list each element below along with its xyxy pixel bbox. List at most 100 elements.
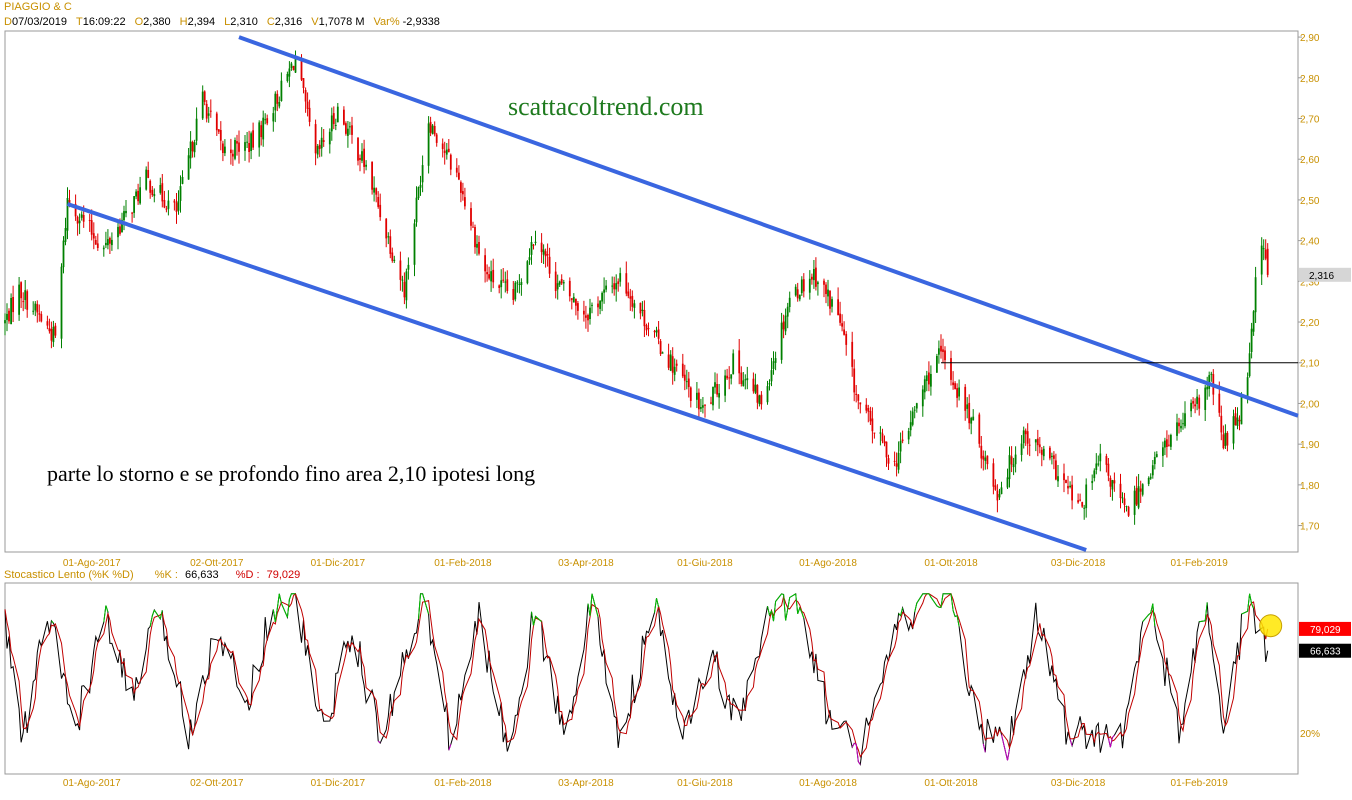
x-tick-label: 03-Apr-2018 xyxy=(558,778,614,789)
candle-body xyxy=(712,386,714,406)
price-chart[interactable]: 2,90 2,80 2,70 2,60 2,50 2,40 2,30 2,20 2,10 2,00… xyxy=(0,0,1352,570)
candle-body xyxy=(36,304,39,313)
candle-body xyxy=(1137,486,1140,508)
candle-body xyxy=(105,242,107,246)
quote-key: O xyxy=(134,16,144,28)
candle-body xyxy=(1266,248,1269,275)
d-value: 79,029 xyxy=(266,569,301,581)
stochastic-legend: Stocastico Lento (%K %D) %K : 66,633 %D … xyxy=(4,569,300,581)
k-zone-segment xyxy=(928,593,932,598)
candle-body xyxy=(520,282,523,285)
candle-body xyxy=(1264,249,1267,259)
k-value: 66,633 xyxy=(184,569,219,581)
candle-body xyxy=(585,315,587,318)
x-tick-label: 01-Feb-2019 xyxy=(1171,778,1229,789)
candle-body xyxy=(802,279,805,292)
candle-body xyxy=(234,140,236,159)
quote-key: H xyxy=(179,16,188,28)
candle-body xyxy=(490,271,492,282)
candle-body xyxy=(893,460,896,462)
candle-body xyxy=(1224,432,1227,446)
candle-body xyxy=(839,313,841,323)
candle-body xyxy=(1107,463,1110,476)
k-zone-segment xyxy=(854,742,857,745)
candle-body xyxy=(470,208,472,226)
candle-body xyxy=(304,90,307,102)
candle-body xyxy=(952,382,954,386)
k-zone-segment xyxy=(272,609,276,622)
candle-body xyxy=(1014,454,1017,465)
k-zone-segment xyxy=(855,744,859,762)
candle-body xyxy=(1254,277,1257,313)
k-zone-segment xyxy=(1142,614,1150,623)
candle-body xyxy=(829,290,831,309)
k-zone-segment xyxy=(936,605,940,608)
candle-body xyxy=(302,78,305,88)
candle-body xyxy=(151,189,154,195)
candle-body xyxy=(768,383,771,385)
k-zone-segment xyxy=(1247,593,1251,612)
candle-body xyxy=(774,358,777,363)
candle-body xyxy=(201,91,204,119)
x-tick-label: 02-Ott-2017 xyxy=(190,558,244,569)
candle-body xyxy=(504,281,507,283)
candle-body xyxy=(119,226,121,234)
candle-body xyxy=(1220,415,1223,433)
candle-body xyxy=(611,285,614,287)
k-zone-segment xyxy=(767,606,770,616)
candle-body xyxy=(66,198,69,231)
quote-key: L xyxy=(224,16,231,28)
x-tick-label: 01-Ago-2018 xyxy=(799,778,857,789)
k-zone-segment xyxy=(930,596,938,607)
candle-body xyxy=(845,333,848,345)
candle-body xyxy=(1164,440,1166,448)
candle-body xyxy=(502,279,505,281)
candle-body xyxy=(1079,499,1081,501)
candle-body xyxy=(478,242,480,254)
candle-body xyxy=(655,330,658,333)
candle-body xyxy=(258,122,261,148)
candle-body xyxy=(248,143,250,152)
candle-body xyxy=(756,384,759,403)
candle-body xyxy=(486,272,488,275)
candle-body xyxy=(788,297,791,307)
k-zone-segment xyxy=(783,594,787,621)
candle-body xyxy=(728,377,731,379)
candle-body xyxy=(1232,416,1235,444)
candle-body xyxy=(772,361,775,369)
candle-body xyxy=(24,290,27,301)
candle-body xyxy=(320,137,323,149)
k-zone-segment xyxy=(857,761,861,765)
x-tick-label: 03-Dic-2018 xyxy=(1051,778,1106,789)
candle-body xyxy=(1151,465,1154,476)
k-value-label: 66,633 xyxy=(1310,647,1341,658)
candle-body xyxy=(492,269,495,283)
candle-body xyxy=(633,303,636,308)
candle-body xyxy=(262,117,265,140)
candle-body xyxy=(744,379,747,381)
candle-body xyxy=(207,113,210,116)
candle-body xyxy=(230,149,232,154)
candle-body xyxy=(928,372,930,385)
candle-body xyxy=(811,276,813,280)
candle-body xyxy=(732,353,735,375)
candle-body xyxy=(205,103,208,119)
candle-body xyxy=(117,226,119,238)
candle-body xyxy=(121,219,123,233)
k-zone-segment xyxy=(956,615,960,627)
candle-body xyxy=(911,411,914,425)
candle-body xyxy=(702,405,704,408)
candle-body xyxy=(921,389,924,407)
candle-body xyxy=(52,326,55,343)
stochastic-title: Stocastico Lento (%K %D) xyxy=(4,569,134,581)
candle-body xyxy=(149,180,152,193)
candle-body xyxy=(1182,423,1184,425)
stochastic-chart[interactable]: 20% 79,029 66,633 01-Ago-2017 02-Ott-2017 01-… xyxy=(0,580,1352,800)
candle-body xyxy=(853,368,856,393)
candle-body xyxy=(1125,506,1128,507)
k-zone-segment xyxy=(280,603,288,618)
k-zone-segment xyxy=(1251,603,1255,609)
x-tick-label: 02-Ott-2017 xyxy=(190,778,244,789)
candle-body xyxy=(546,254,549,256)
quote-value: 2,380 xyxy=(143,16,171,28)
